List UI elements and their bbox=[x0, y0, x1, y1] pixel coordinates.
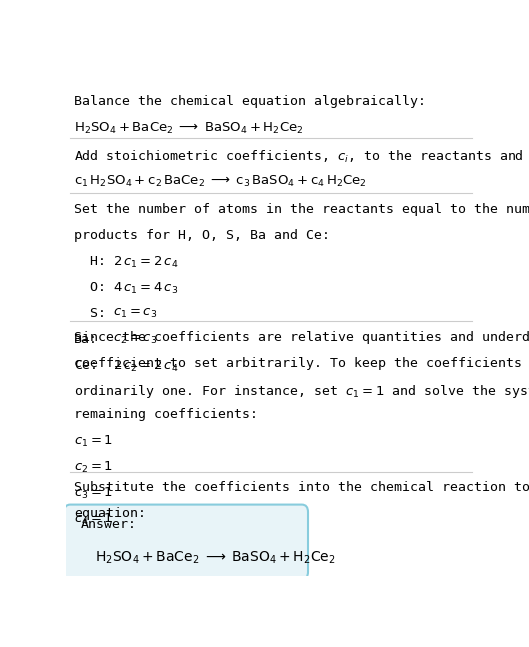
Text: Answer:: Answer: bbox=[80, 518, 136, 531]
Text: $\mathrm{H_2SO_4 + BaCe_2 \;\longrightarrow\; BaSO_4 + H_2Ce_2}$: $\mathrm{H_2SO_4 + BaCe_2 \;\longrightar… bbox=[95, 550, 335, 566]
Text: coefficient to set arbitrarily. To keep the coefficients small, the arbitrary va: coefficient to set arbitrarily. To keep … bbox=[74, 356, 529, 369]
Text: Balance the chemical equation algebraically:: Balance the chemical equation algebraica… bbox=[74, 95, 426, 108]
Text: $4\,c_1 = 4\,c_3$: $4\,c_1 = 4\,c_3$ bbox=[113, 281, 179, 296]
Text: $c_2 = 1$: $c_2 = 1$ bbox=[74, 460, 113, 476]
Text: ordinarily one. For instance, set $c_1 = 1$ and solve the system of equations fo: ordinarily one. For instance, set $c_1 =… bbox=[74, 382, 529, 400]
Text: O:: O: bbox=[74, 281, 106, 294]
FancyBboxPatch shape bbox=[64, 505, 308, 579]
Text: Ce:: Ce: bbox=[74, 358, 98, 371]
Text: $\mathrm{H_2SO_4 + BaCe_2 \;\longrightarrow\; BaSO_4 + H_2Ce_2}$: $\mathrm{H_2SO_4 + BaCe_2 \;\longrightar… bbox=[74, 121, 304, 136]
Text: Since the coefficients are relative quantities and underdetermined, choose a: Since the coefficients are relative quan… bbox=[74, 331, 529, 344]
Text: Ba:: Ba: bbox=[74, 333, 98, 345]
Text: $2\,c_1 = 2\,c_4$: $2\,c_1 = 2\,c_4$ bbox=[113, 255, 179, 270]
Text: S:: S: bbox=[74, 307, 106, 320]
Text: $\mathrm{c_1\, H_2SO_4 + c_2\, BaCe_2 \;\longrightarrow\; c_3\, BaSO_4 + c_4\, H: $\mathrm{c_1\, H_2SO_4 + c_2\, BaCe_2 \;… bbox=[74, 174, 367, 190]
Text: $2\,c_2 = 2\,c_4$: $2\,c_2 = 2\,c_4$ bbox=[113, 358, 179, 374]
Text: $c_1 = c_3$: $c_1 = c_3$ bbox=[113, 307, 158, 320]
Text: Set the number of atoms in the reactants equal to the number of atoms in the: Set the number of atoms in the reactants… bbox=[74, 203, 529, 216]
Text: remaining coefficients:: remaining coefficients: bbox=[74, 408, 258, 421]
Text: $c_4 = 1$: $c_4 = 1$ bbox=[74, 512, 113, 527]
Text: $c_2 = c_3$: $c_2 = c_3$ bbox=[113, 333, 158, 345]
Text: equation:: equation: bbox=[74, 507, 147, 520]
Text: Substitute the coefficients into the chemical reaction to obtain the balanced: Substitute the coefficients into the che… bbox=[74, 481, 529, 494]
Text: $c_3 = 1$: $c_3 = 1$ bbox=[74, 486, 113, 501]
Text: Add stoichiometric coefficients, $c_i$, to the reactants and products:: Add stoichiometric coefficients, $c_i$, … bbox=[74, 148, 529, 166]
Text: $c_1 = 1$: $c_1 = 1$ bbox=[74, 434, 113, 450]
Text: products for H, O, S, Ba and Ce:: products for H, O, S, Ba and Ce: bbox=[74, 229, 330, 242]
Text: H:: H: bbox=[74, 255, 106, 268]
